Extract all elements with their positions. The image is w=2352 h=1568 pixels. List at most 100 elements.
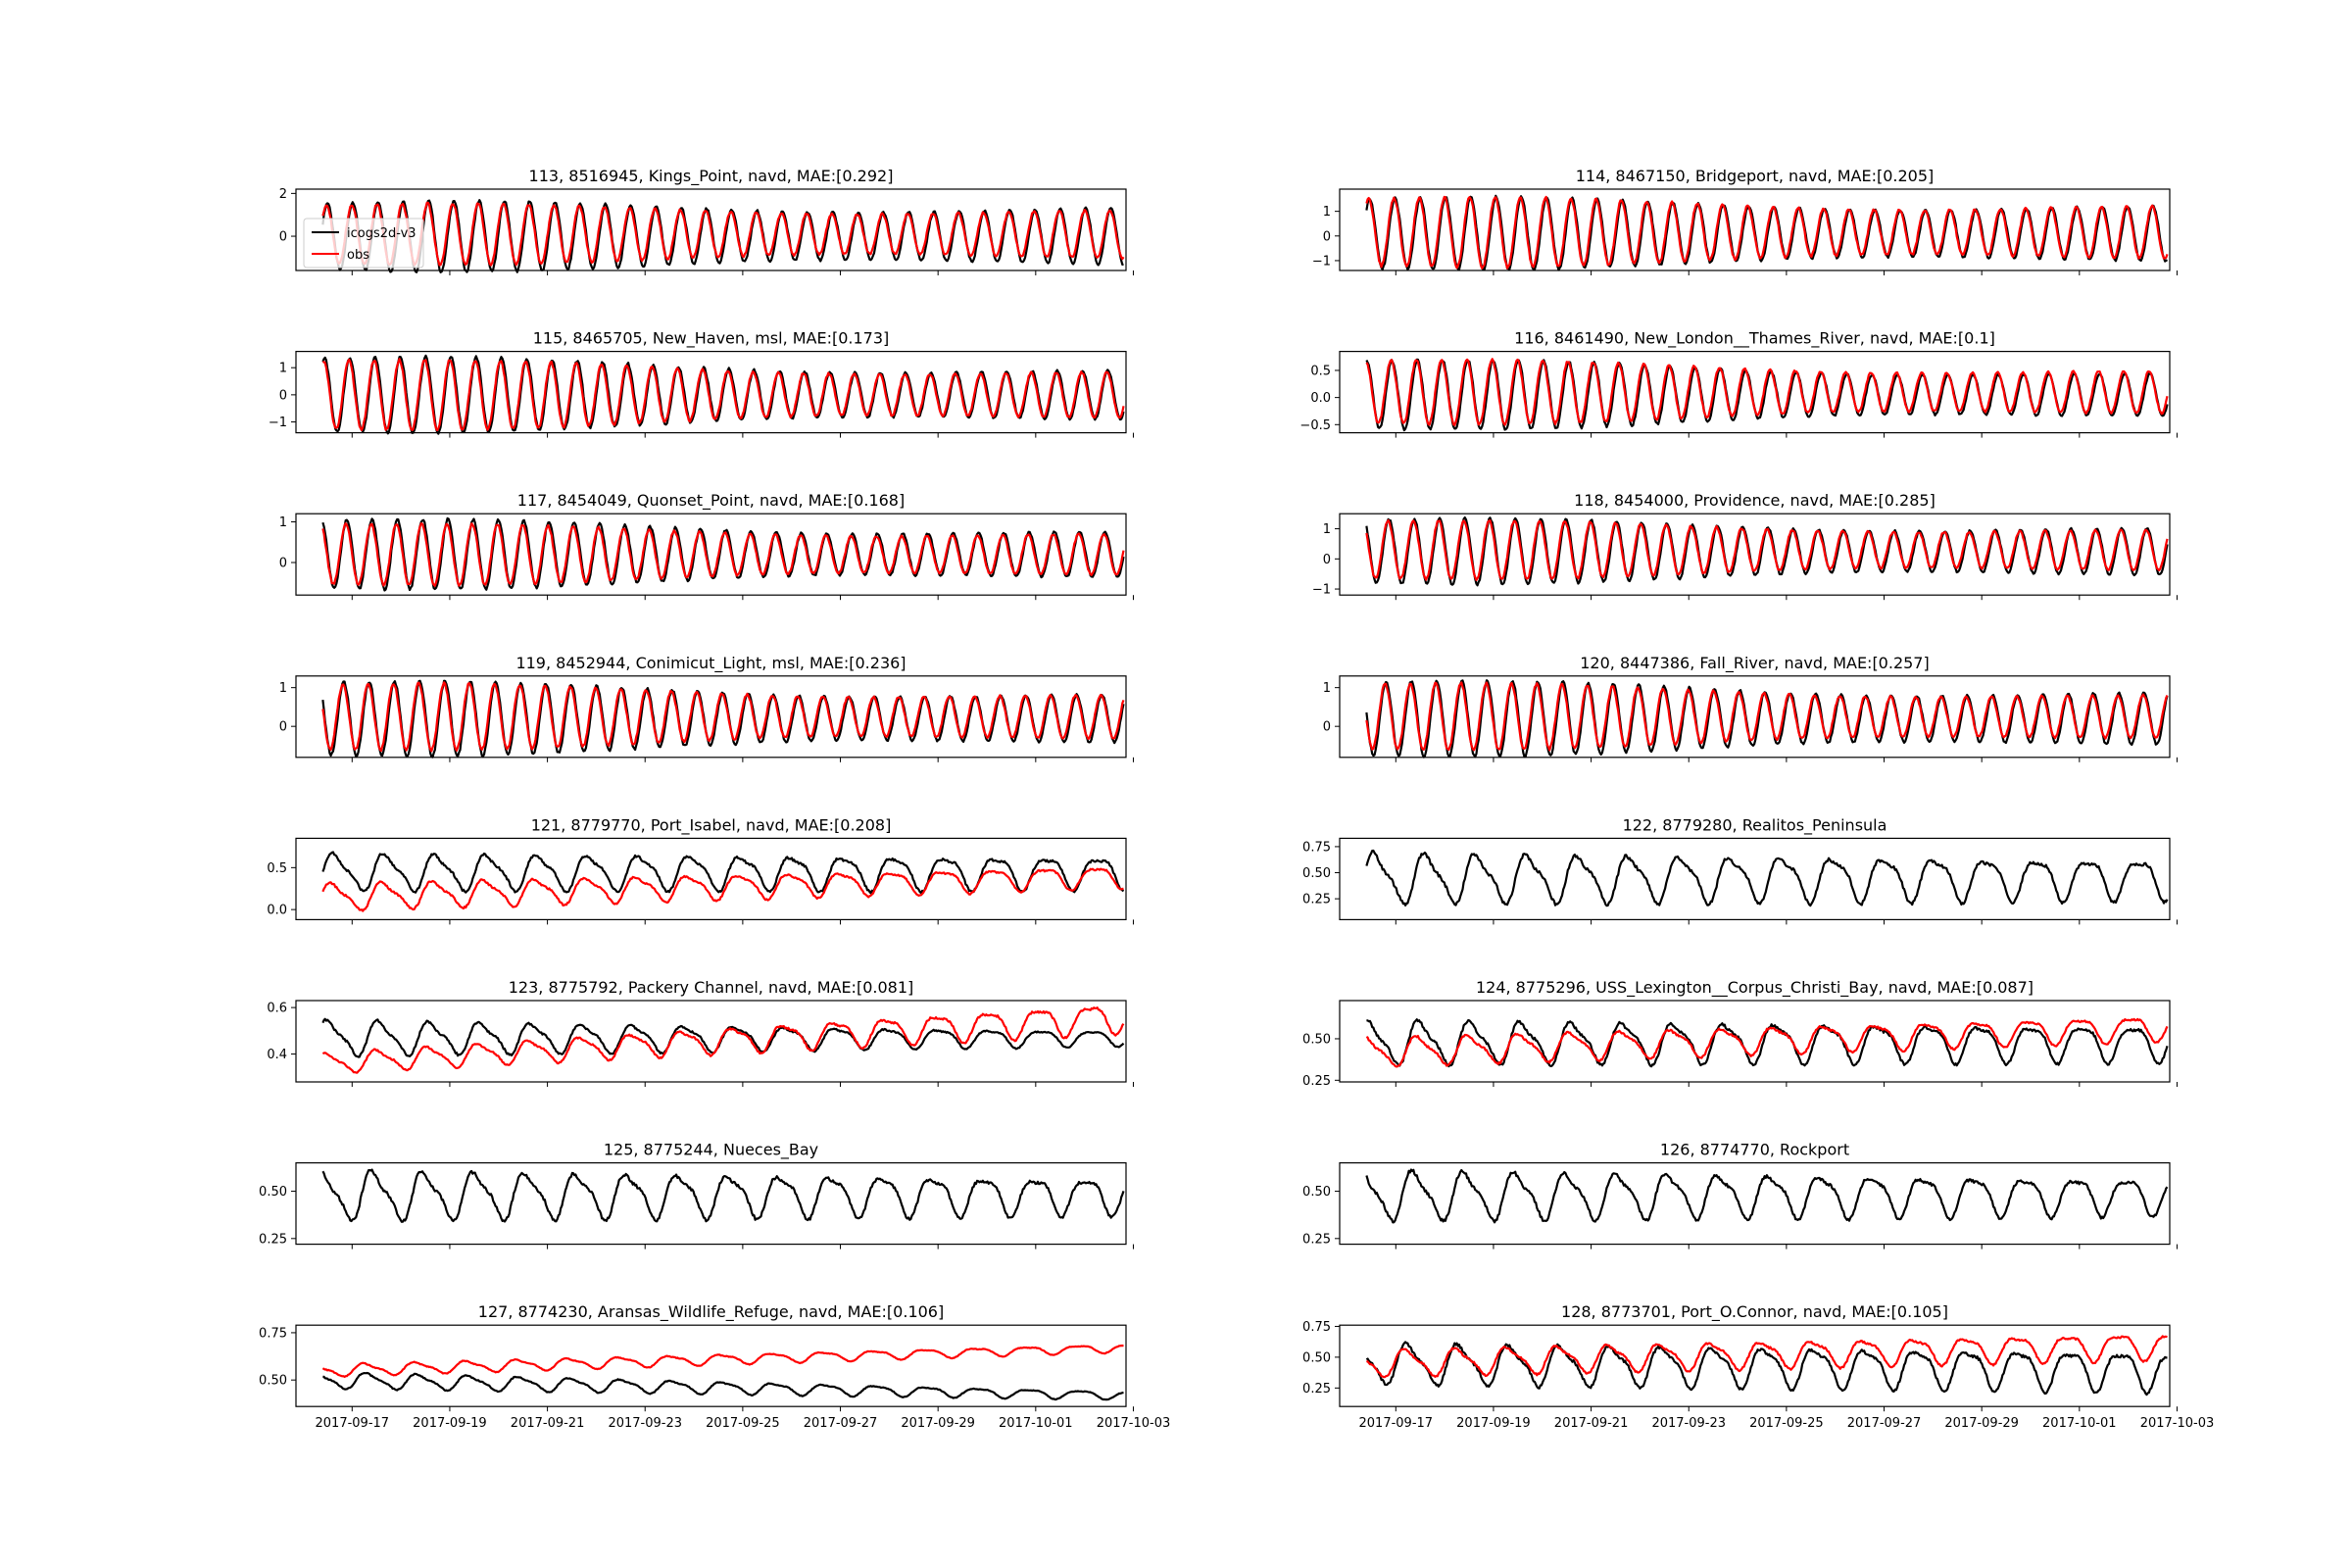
x-tick-label: 2017-09-19 [1456,1416,1531,1431]
panel-title: 126, 8774770, Rockport [1660,1141,1849,1159]
x-tick-label: 2017-10-03 [2140,1416,2215,1431]
obs-series-line [321,1006,1125,1074]
x-tick-label: 2017-09-27 [804,1416,878,1431]
model-series-line [1366,1018,2169,1068]
y-tick-label: 0.75 [1302,840,1331,855]
axes-frame [1339,1324,2171,1407]
model-series-line [1365,1168,2169,1224]
obs-series-line [321,681,1125,753]
panel-title: 117, 8454049, Quonset_Point, navd, MAE:[… [517,491,905,511]
x-tick-label: 2017-09-19 [413,1416,487,1431]
y-tick-label: 0.75 [259,1326,287,1341]
x-tick-label: 2017-09-27 [1847,1416,1922,1431]
y-tick-label: 0.25 [259,1232,287,1247]
axes-frame [1339,513,2171,596]
obs-series-line [321,1344,1124,1378]
model-series-line [1365,358,2169,432]
obs-series-line [1365,681,2169,752]
y-tick-label: 0.25 [1302,1382,1331,1396]
y-tick-label: 0.50 [1302,866,1331,881]
x-tick-label: 2017-10-01 [2042,1416,2117,1431]
y-tick-label: 0 [1323,720,1331,735]
obs-series-line [321,867,1124,912]
y-tick-label: −1 [1312,583,1331,598]
y-tick-label: 0.25 [1302,893,1331,907]
axes-frame [295,675,1127,759]
panel-title: 118, 8454000, Providence, navd, MAE:[0.2… [1574,491,1936,510]
axes-frame [295,1161,1127,1246]
axes-frame [295,837,1127,921]
axes-frame [1339,837,2171,921]
axes-frame [1339,188,2171,271]
model-series-line [321,679,1125,759]
y-tick-label: 1 [1323,522,1331,537]
y-tick-label: 0.75 [1302,1320,1331,1335]
x-tick-label: 2017-09-17 [316,1416,390,1431]
y-tick-label: 1 [279,515,287,530]
model-series-line [321,1017,1125,1058]
panel-title: 127, 8774230, Aransas_Wildlife_Refuge, n… [478,1302,944,1322]
y-tick-label: −1 [1312,254,1331,269]
axes-frame [1339,1161,2171,1246]
panel-title: 114, 8467150, Bridgeport, navd, MAE:[0.2… [1576,167,1935,185]
x-tick-label: 2017-09-21 [1554,1416,1629,1431]
obs-series-line [321,201,1125,267]
y-tick-label: 0 [279,230,287,245]
y-tick-label: 0.5 [267,861,287,876]
y-tick-label: 1 [279,681,287,696]
y-tick-label: 0.50 [259,1374,287,1389]
y-tick-label: 0.4 [267,1048,287,1062]
x-tick-label: 2017-10-01 [999,1416,1073,1431]
y-tick-label: −0.5 [1299,418,1331,433]
model-series-line [321,1168,1125,1223]
model-series-line [321,851,1125,895]
y-tick-label: 0 [1323,229,1331,244]
x-tick-label: 2017-09-25 [1749,1416,1824,1431]
axes-frame [295,513,1127,596]
legend-model-label: icogs2d-v3 [347,226,416,241]
panel-title: 116, 8461490, New_London__Thames_River, … [1514,329,1995,349]
y-tick-label: 0.25 [1302,1074,1331,1089]
x-tick-label: 2017-09-17 [1359,1416,1434,1431]
panel-title: 128, 8773701, Port_O.Connor, navd, MAE:[… [1561,1302,1948,1322]
panel-title: 125, 8775244, Nueces_Bay [604,1141,818,1160]
obs-series-line [1365,1017,2169,1068]
y-tick-label: 0.0 [267,904,287,918]
y-tick-label: 0.50 [1302,1350,1331,1365]
y-tick-label: 0.6 [267,1002,287,1016]
y-tick-label: 0.5 [1310,364,1331,378]
panel-title: 113, 8516945, Kings_Point, navd, MAE:[0.… [529,167,894,186]
model-series-line [1365,679,2169,759]
x-tick-label: 2017-09-29 [1944,1416,2019,1431]
y-tick-label: 2 [279,187,287,202]
axes-frame [1339,1000,2171,1083]
y-tick-label: 0 [279,388,287,403]
axes-frame [295,351,1127,434]
model-series-line [1365,1341,2168,1396]
axes-frame [295,1000,1127,1083]
legend-box [303,218,424,269]
panel-title: 119, 8452944, Conimicut_Light, msl, MAE:… [515,654,906,673]
y-tick-label: 0 [279,720,287,735]
axes-frame [1339,675,2171,759]
y-tick-label: 1 [1323,205,1331,220]
x-tick-label: 2017-09-29 [901,1416,975,1431]
y-tick-label: −1 [269,416,287,430]
model-series-line [322,1371,1124,1401]
obs-series-line [1366,1335,2168,1379]
panel-title: 123, 8775792, Packery Channel, navd, MAE… [509,978,913,997]
x-tick-label: 2017-09-25 [706,1416,780,1431]
axes-frame [295,188,1127,271]
legend-obs-label: obs [347,248,369,263]
y-tick-label: 0.50 [1302,1032,1331,1047]
obs-series-line [1365,358,2169,426]
panel-title: 115, 8465705, New_Haven, msl, MAE:[0.173… [533,329,890,349]
y-tick-label: 0.50 [1302,1185,1331,1200]
model-series-line [321,516,1125,592]
y-tick-label: 0.0 [1310,391,1331,406]
panel-title: 122, 8779280, Realitos_Peninsula [1623,815,1887,835]
y-tick-label: 0.50 [259,1185,287,1200]
obs-series-line [321,358,1125,432]
x-tick-label: 2017-09-21 [511,1416,585,1431]
